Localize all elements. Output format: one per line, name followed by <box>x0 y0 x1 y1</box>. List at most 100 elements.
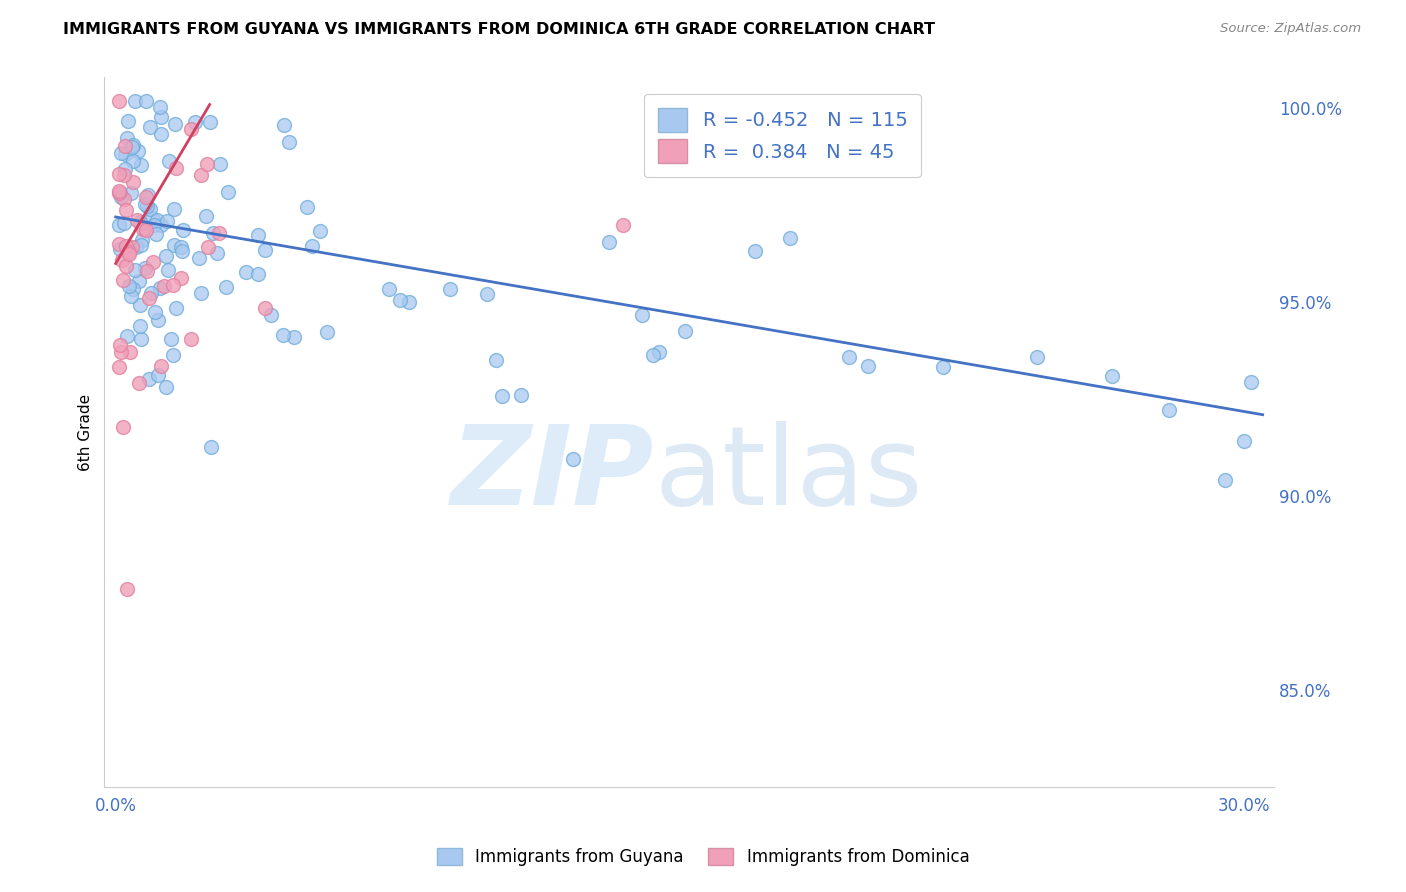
Point <box>254 301 277 315</box>
Point <box>491 389 513 403</box>
Point <box>308 224 330 238</box>
Point <box>148 312 170 326</box>
Point <box>121 153 143 168</box>
Text: ZIP: ZIP <box>450 421 654 528</box>
Point <box>141 286 163 301</box>
Point <box>139 202 162 216</box>
Point <box>1157 403 1180 417</box>
Point <box>475 286 498 301</box>
Point <box>135 222 157 236</box>
Point <box>208 226 231 240</box>
Point <box>110 145 132 160</box>
Point <box>612 218 634 232</box>
Point <box>149 100 172 114</box>
Point <box>165 301 187 316</box>
Point <box>108 236 131 251</box>
Point <box>124 94 146 108</box>
Point <box>129 218 152 232</box>
Point <box>378 282 401 296</box>
Point <box>283 330 305 344</box>
Point <box>138 292 160 306</box>
Point <box>153 279 176 293</box>
Point <box>163 202 186 216</box>
Point <box>779 230 801 244</box>
Point <box>149 218 172 232</box>
Point <box>149 359 172 373</box>
Point <box>108 242 131 256</box>
Point <box>112 168 135 182</box>
Point <box>1233 434 1256 449</box>
Point <box>111 273 134 287</box>
Point <box>112 216 135 230</box>
Point <box>254 243 277 257</box>
Text: atlas: atlas <box>654 421 922 528</box>
Point <box>235 265 257 279</box>
Text: IMMIGRANTS FROM GUYANA VS IMMIGRANTS FROM DOMINICA 6TH GRADE CORRELATION CHART: IMMIGRANTS FROM GUYANA VS IMMIGRANTS FRO… <box>63 22 935 37</box>
Point <box>217 186 239 200</box>
Point <box>129 332 152 346</box>
Point <box>598 235 620 250</box>
Point <box>316 325 339 339</box>
Point <box>122 175 145 189</box>
Text: Source: ZipAtlas.com: Source: ZipAtlas.com <box>1220 22 1361 36</box>
Point <box>180 122 202 136</box>
Point <box>135 190 157 204</box>
Point <box>131 233 153 247</box>
Point <box>150 110 173 124</box>
Point <box>170 240 193 254</box>
Point <box>673 324 696 338</box>
Point <box>134 196 156 211</box>
Point <box>195 157 218 171</box>
Point <box>301 239 323 253</box>
Point <box>273 327 295 342</box>
Point <box>129 215 152 229</box>
Point <box>110 345 132 359</box>
Point <box>744 244 766 258</box>
Point <box>128 318 150 333</box>
Point <box>246 267 269 281</box>
Point <box>643 348 665 362</box>
Point <box>561 451 583 466</box>
Point <box>136 188 159 202</box>
Point <box>114 259 136 273</box>
Point <box>1026 350 1049 364</box>
Point <box>118 278 141 293</box>
Point <box>631 308 654 322</box>
Point <box>150 127 173 141</box>
Point <box>162 238 184 252</box>
Point <box>156 263 179 277</box>
Point <box>1213 473 1236 487</box>
Point <box>111 252 134 267</box>
Point <box>439 282 461 296</box>
Point <box>149 281 172 295</box>
Point <box>120 289 142 303</box>
Point <box>141 211 163 225</box>
Point <box>172 222 194 236</box>
Point <box>121 240 143 254</box>
Point <box>163 117 186 131</box>
Point <box>209 156 232 170</box>
Point <box>110 190 132 204</box>
Point <box>155 379 177 393</box>
Point <box>162 348 184 362</box>
Point <box>129 297 152 311</box>
Point <box>132 222 155 236</box>
Point <box>108 338 131 352</box>
Point <box>122 282 145 296</box>
Point <box>122 138 145 153</box>
Point <box>124 263 146 277</box>
Point <box>160 333 183 347</box>
Point <box>183 114 205 128</box>
Point <box>170 244 193 258</box>
Point <box>838 350 860 364</box>
Point <box>188 251 211 265</box>
Point <box>114 147 136 161</box>
Point <box>120 186 142 201</box>
Point <box>118 247 141 261</box>
Point <box>856 359 879 373</box>
Legend: R = -0.452   N = 115, R =  0.384   N = 45: R = -0.452 N = 115, R = 0.384 N = 45 <box>644 95 921 177</box>
Point <box>128 376 150 390</box>
Point <box>180 332 202 346</box>
Legend: Immigrants from Guyana, Immigrants from Dominica: Immigrants from Guyana, Immigrants from … <box>430 841 976 873</box>
Point <box>115 239 138 253</box>
